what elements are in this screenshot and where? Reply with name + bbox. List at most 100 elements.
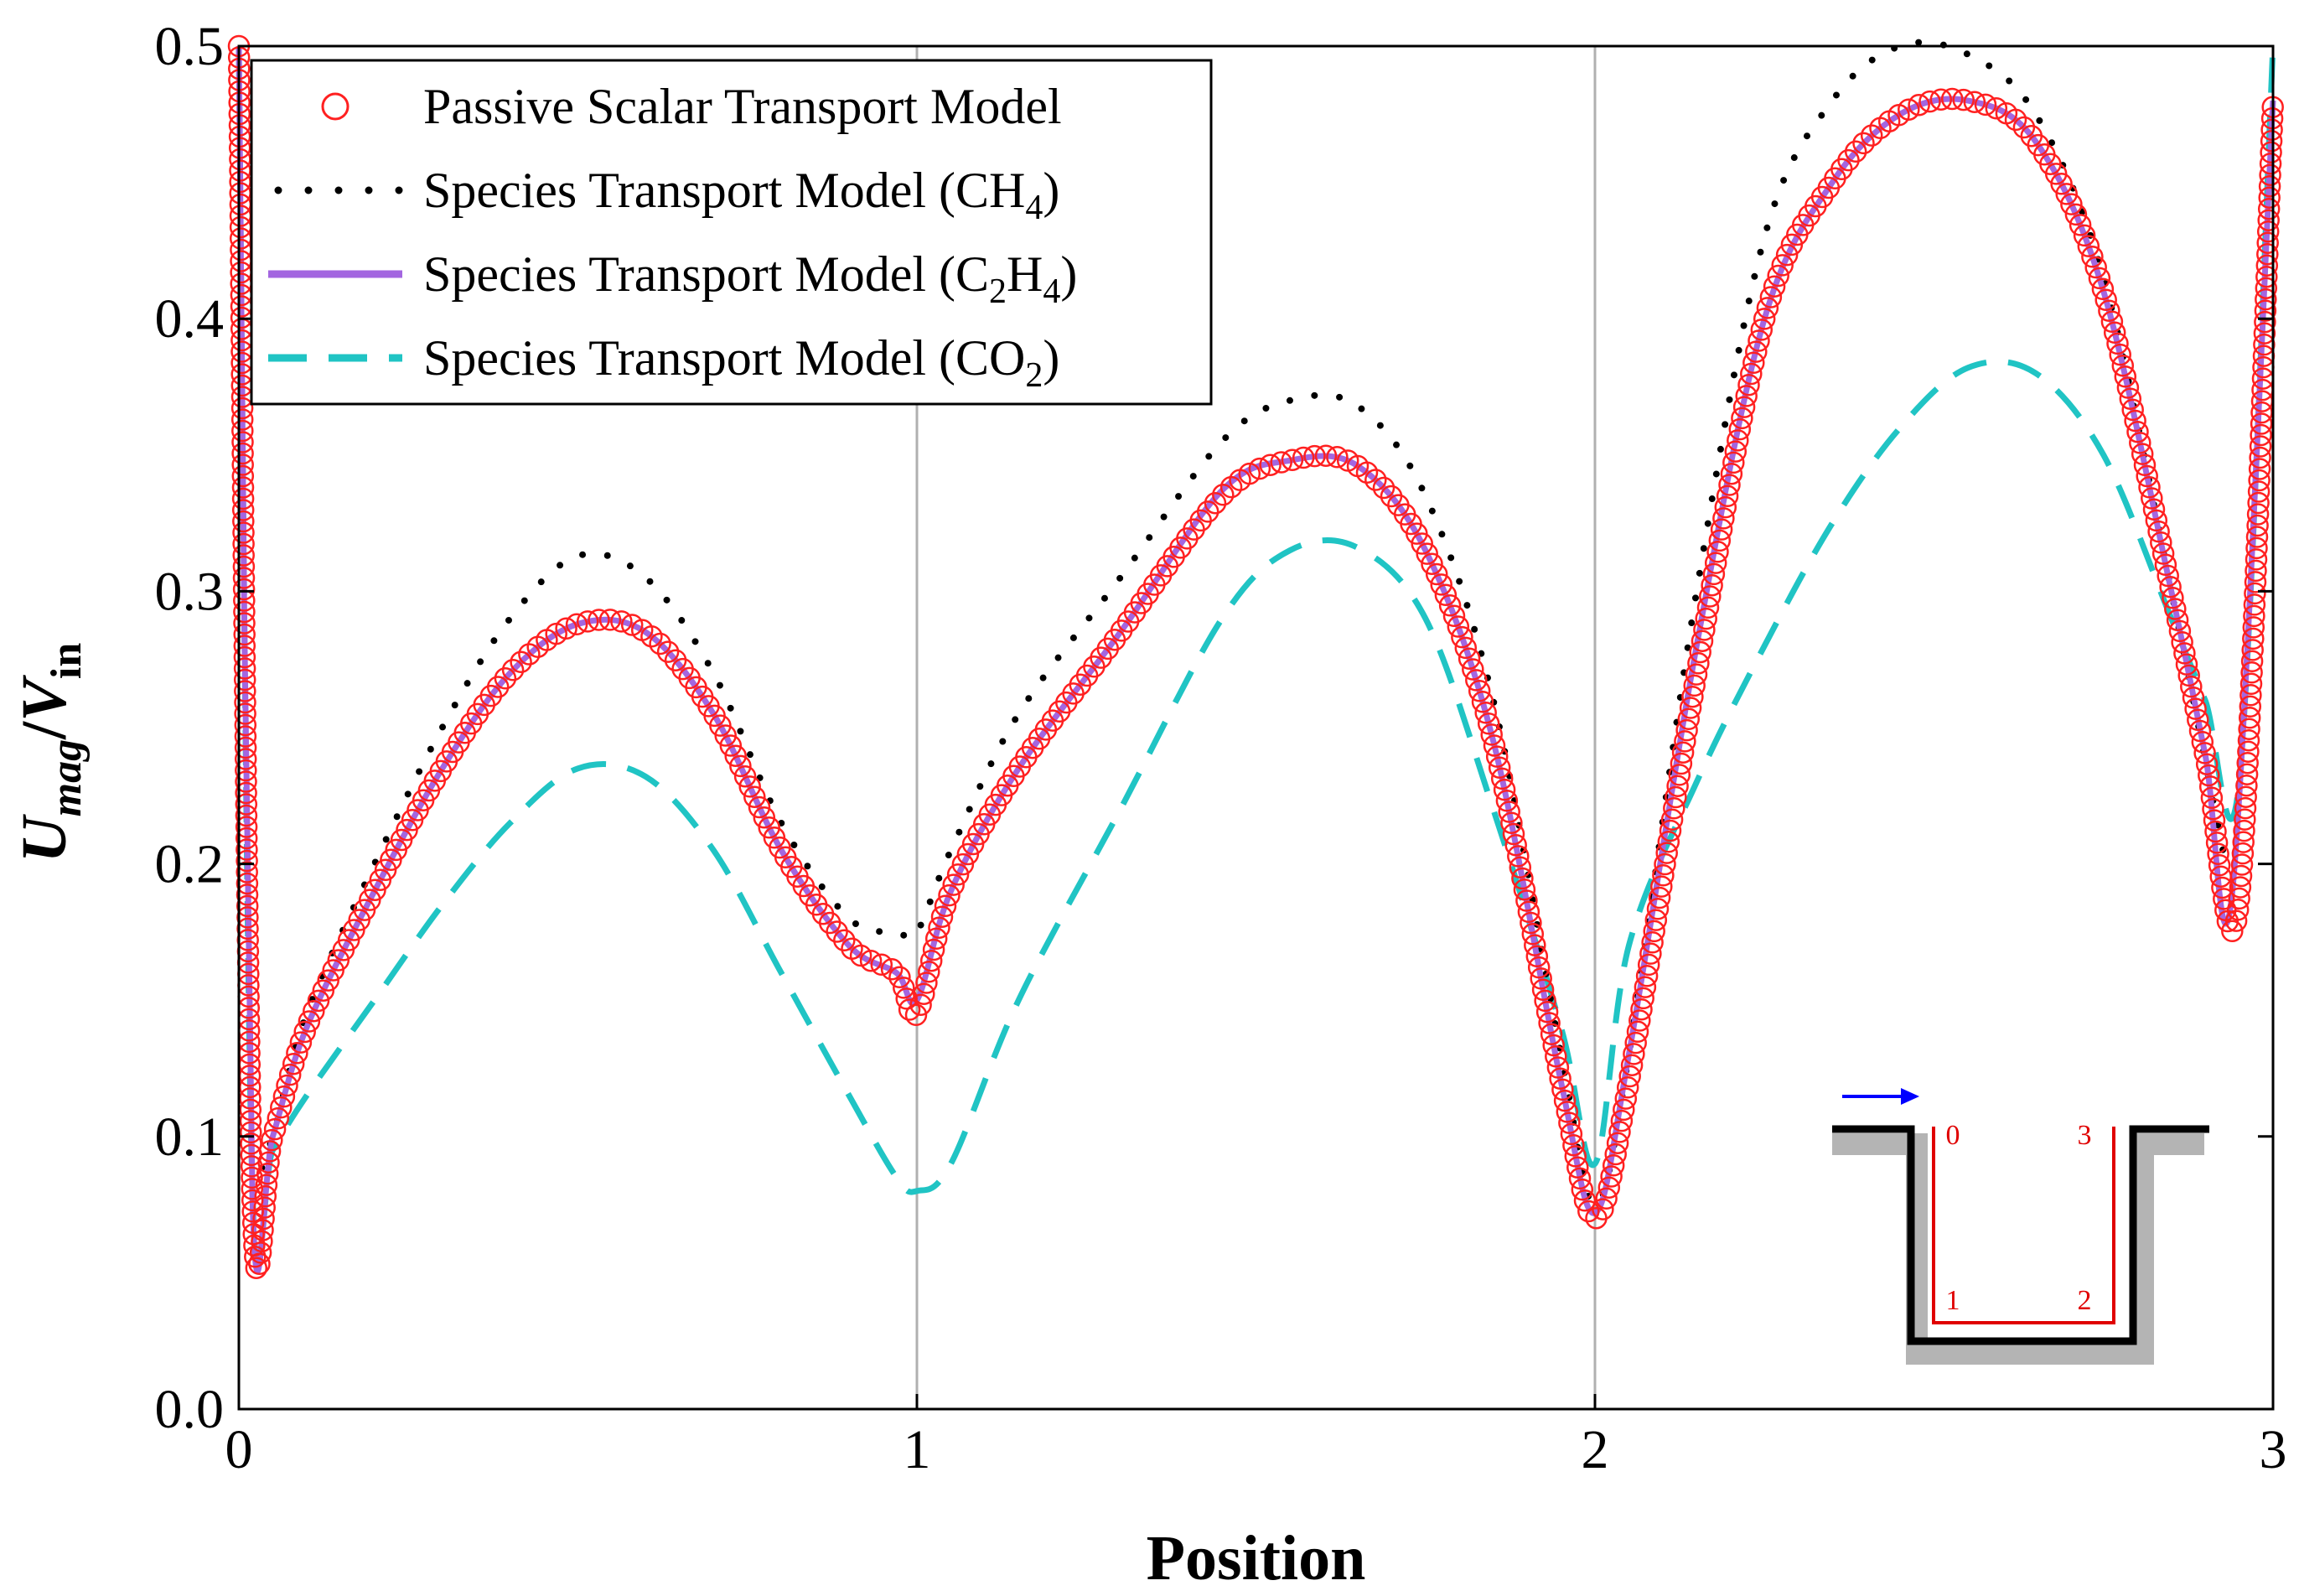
series-0-marker [2239,695,2262,718]
series-0-marker [1530,967,1552,990]
series-0-marker [2259,163,2281,186]
series-0-marker [2094,288,2117,311]
series-0-marker [2198,764,2220,787]
series-0-marker [1691,630,1714,652]
series-0-marker [343,919,365,941]
series-0-marker [253,1196,276,1219]
series-0-marker [1706,541,1729,563]
series-0-marker [849,944,872,967]
series-0-marker [904,1003,928,1027]
series-0-marker [1644,909,1668,931]
series-0-marker [1737,373,1760,396]
series-0-marker [1637,953,1660,977]
series-0-marker [1727,429,1749,452]
series-0-marker [610,610,633,633]
series-0-marker [2242,627,2265,650]
series-0-marker [2109,343,2131,366]
series-0-marker [738,775,761,798]
series-0-marker [1714,495,1737,519]
series-0-marker [1974,93,1997,117]
series-0-marker [2142,498,2166,521]
series-0-marker [233,657,256,680]
series-0-marker [918,961,940,983]
series-0-marker [2253,322,2276,345]
series-3 [236,45,2276,1270]
series-0-marker [2157,564,2179,588]
series-0-marker [231,419,254,443]
series-0-marker [1558,1112,1581,1134]
legend-label-2: Species Transport Model (C2H4) [423,246,1077,311]
series-0-marker [1430,573,1452,596]
series-0-marker [2244,571,2267,593]
y-title-u-sub: mag [43,739,91,816]
series-0-marker [2247,491,2270,515]
series-0-marker [1520,911,1542,935]
series-0-marker [1551,1078,1574,1101]
inset-measure-path [1932,1127,2115,1324]
series-0-marker [2245,559,2267,583]
series-0-marker [236,894,259,918]
series-0-marker [1474,702,1497,724]
series-0-marker [1549,1067,1572,1090]
legend-item-2: Species Transport Model (C2H4) [268,246,1077,311]
series-0-marker [276,1074,298,1097]
series-0-marker [282,1052,305,1075]
series-0-marker [2254,310,2276,334]
series-0-marker [2077,235,2100,257]
series-0-marker [2193,742,2216,764]
series-0-marker [1364,469,1387,491]
series-0-marker [232,555,256,578]
series-0-marker [895,987,918,1010]
series-0-marker [1500,811,1523,834]
series-0-marker [1750,319,1773,341]
series-0-marker [267,1106,290,1130]
series-0-marker [2221,920,2244,943]
series-0-marker [2088,267,2111,290]
series-0-marker [938,884,961,907]
series-0-marker [1534,989,1556,1013]
series-0-marker [232,521,255,544]
x-axis-title: Position [1147,1523,1366,1592]
series-0-marker [1929,88,1953,111]
series-0-marker [1566,1156,1589,1179]
series-0-marker [2250,423,2272,447]
series-0-marker [2150,531,2172,554]
series-0-marker [1646,898,1670,920]
svg-text:Umag/Vin: Umag/Vin [9,643,91,863]
series-0-marker [2203,809,2226,832]
series-0-marker [1535,1000,1559,1023]
inset-label-1: 1 [1946,1285,1960,1316]
series-0-marker [2141,487,2163,510]
series-0-marker [930,905,954,928]
series-0-marker [240,1132,262,1155]
series-0-marker [1666,775,1689,797]
y-axis-title: Umag/Vin [9,643,91,863]
series-0-marker [956,842,980,866]
series-0-marker [2106,332,2129,355]
series-0-marker [1608,1121,1631,1143]
series-0-marker [2255,288,2277,311]
series-0-marker [1704,552,1727,574]
series-0-marker [2246,503,2270,526]
series-0-marker [248,1252,271,1276]
series-0-marker [1465,669,1488,692]
series-0-marker [293,1020,316,1044]
y-tick-label: 0.5 [155,16,225,77]
x-tick-label: 0 [225,1419,253,1480]
series-0-marker [2240,650,2264,673]
series-0-marker [1495,790,1519,812]
series-0-marker [1573,1189,1597,1212]
series-0-marker [743,785,766,808]
series-0-marker [1735,385,1758,407]
series-0-marker [1553,1089,1577,1112]
series-0-marker [1668,764,1691,786]
series-0-marker [2257,197,2281,220]
series-0-marker [1480,723,1503,746]
series-0-marker [2202,797,2224,821]
series-0-marker [1720,462,1743,485]
series-0-marker [1677,707,1701,731]
series-0-marker [598,609,622,631]
series-0-marker [374,858,397,882]
series-0-marker [1722,451,1745,474]
